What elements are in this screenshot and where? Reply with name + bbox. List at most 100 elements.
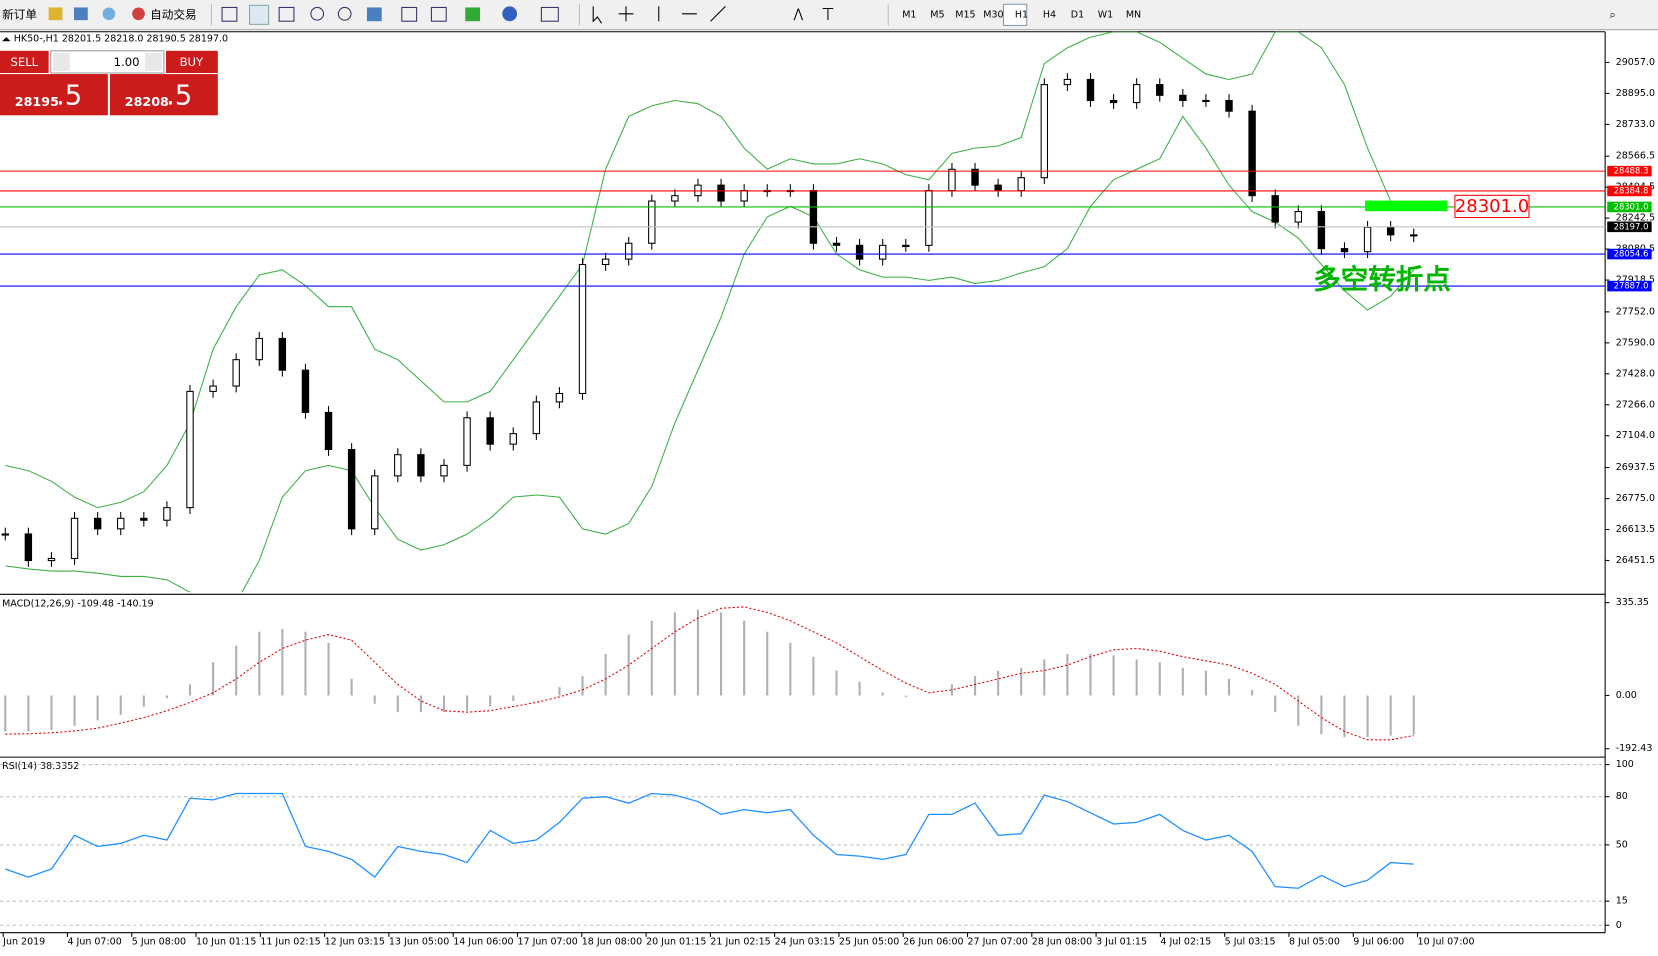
icon[interactable] [48, 7, 63, 21]
icon[interactable] [502, 6, 518, 22]
macd-label: MACD(12,26,9) -109.48 -140.19 [2, 598, 154, 609]
icon[interactable] [540, 6, 559, 22]
icon[interactable] [430, 6, 447, 22]
level-label-bg [1607, 165, 1652, 177]
candle [1248, 110, 1256, 197]
volume-down[interactable] [52, 52, 70, 71]
volume-up[interactable] [144, 52, 162, 71]
crosshair-tool[interactable] [618, 6, 634, 22]
macd-plot [4, 606, 1415, 741]
price-tick-label: 28895.0 [1616, 88, 1655, 99]
level-label: 28384.8 [1614, 185, 1649, 195]
icon[interactable] [278, 6, 295, 22]
zoom-out[interactable] [337, 6, 352, 21]
time-label: 8 Jul 05:00 [1289, 937, 1340, 948]
candle [948, 168, 956, 192]
candle [648, 200, 656, 244]
price-tick-label: 26613.5 [1616, 524, 1655, 535]
auto-trading-icon[interactable] [132, 7, 145, 21]
volume-field[interactable] [50, 50, 165, 74]
candle [1109, 99, 1118, 104]
ask-box[interactable] [109, 74, 218, 116]
price-tick-label: 27752.0 [1616, 306, 1655, 317]
current-price-label: 28197.0 [1614, 221, 1649, 231]
timeframe-button[interactable]: M5 [930, 9, 944, 20]
time-label: 11 Jun 02:15 [260, 937, 320, 948]
price-tick-label: 27590.0 [1616, 337, 1655, 348]
candle [532, 401, 541, 435]
search-icon[interactable]: ⌕ [1609, 7, 1616, 21]
marker-bar [1365, 200, 1448, 212]
marker-label: 28301.0 [1455, 196, 1529, 217]
price-tick-label: 26451.5 [1616, 555, 1655, 566]
icon[interactable] [102, 7, 116, 21]
toolbar-items: 新订单 自动交易 ⌕ [2, 3, 1616, 26]
timeframe-button[interactable]: D1 [1071, 9, 1084, 20]
new-order-button[interactable]: 新订单 [2, 7, 37, 21]
timeframe-button[interactable]: H1 [1015, 9, 1028, 20]
candle [24, 533, 33, 562]
current-price-bg [1607, 221, 1652, 233]
candle [832, 242, 841, 246]
cursor-tool[interactable] [592, 6, 603, 24]
ask-price[interactable]: 28208 [125, 94, 169, 109]
collapse-icon[interactable] [2, 37, 11, 42]
price-tick-label: 28566.5 [1616, 151, 1655, 162]
candle [1202, 99, 1210, 103]
icon[interactable] [249, 4, 270, 25]
time-label: 10 Jul 07:00 [1418, 937, 1475, 948]
candle [509, 433, 517, 445]
timeframe-button[interactable]: M1 [902, 9, 916, 20]
marker-box [1454, 194, 1530, 219]
level-label-bg [1607, 248, 1652, 260]
candle [1086, 78, 1095, 102]
timeframe-button[interactable]: W1 [1098, 9, 1113, 20]
candle [209, 385, 217, 392]
candle [625, 242, 633, 260]
time-label: 20 Jun 01:15 [646, 937, 706, 948]
icon[interactable] [401, 6, 418, 22]
sell-button[interactable] [0, 50, 49, 74]
candle [601, 258, 610, 266]
candle [878, 244, 887, 260]
candle [463, 417, 471, 466]
price-tick-label: 27428.0 [1616, 368, 1655, 379]
time-label: 28 Jun 08:00 [1032, 937, 1092, 948]
rsi-tick-label: 0 [1616, 920, 1622, 931]
active-timeframe [1002, 3, 1028, 26]
candle [117, 517, 125, 530]
level-label-bg [1607, 185, 1652, 197]
price-tick-label: 27266.0 [1616, 399, 1655, 410]
ask-pip[interactable]: .5 [166, 79, 192, 111]
auto-trading-button[interactable]: 自动交易 [150, 7, 197, 21]
candle [1063, 78, 1072, 86]
candle [47, 557, 56, 562]
time-label: 25 Jun 05:00 [839, 937, 899, 948]
zoom-in[interactable] [310, 6, 325, 21]
symbol-info: HK50-,H1 28201.5 28218.0 28190.5 28197.0 [14, 34, 228, 45]
time-label: 5 Jun 08:00 [132, 937, 186, 948]
buy-button[interactable] [166, 50, 218, 74]
volume-value[interactable]: 1.00 [114, 55, 140, 69]
timeframe-button[interactable]: MN [1126, 9, 1141, 20]
icon[interactable] [465, 7, 481, 22]
timeframe-button[interactable]: M15 [955, 9, 975, 20]
rsi-tick-label: 15 [1616, 896, 1628, 907]
buy-label[interactable]: BUY [180, 55, 204, 69]
timeframe-button[interactable]: H4 [1043, 9, 1056, 20]
bid-pip[interactable]: .5 [56, 79, 82, 111]
line-tools[interactable] [658, 6, 726, 22]
sell-label[interactable]: SELL [10, 55, 38, 69]
icon[interactable] [366, 7, 382, 22]
bid-price[interactable]: 28195 [15, 94, 59, 109]
candle [1340, 248, 1349, 253]
bid-box[interactable] [0, 74, 108, 116]
time-label: 14 Jun 06:00 [453, 937, 513, 948]
candle [1179, 94, 1187, 102]
icon[interactable] [221, 6, 238, 22]
candle [1410, 234, 1418, 237]
icon[interactable] [74, 7, 88, 21]
timeframe-button[interactable]: M30 [983, 9, 1003, 20]
text-tools[interactable] [793, 7, 834, 21]
